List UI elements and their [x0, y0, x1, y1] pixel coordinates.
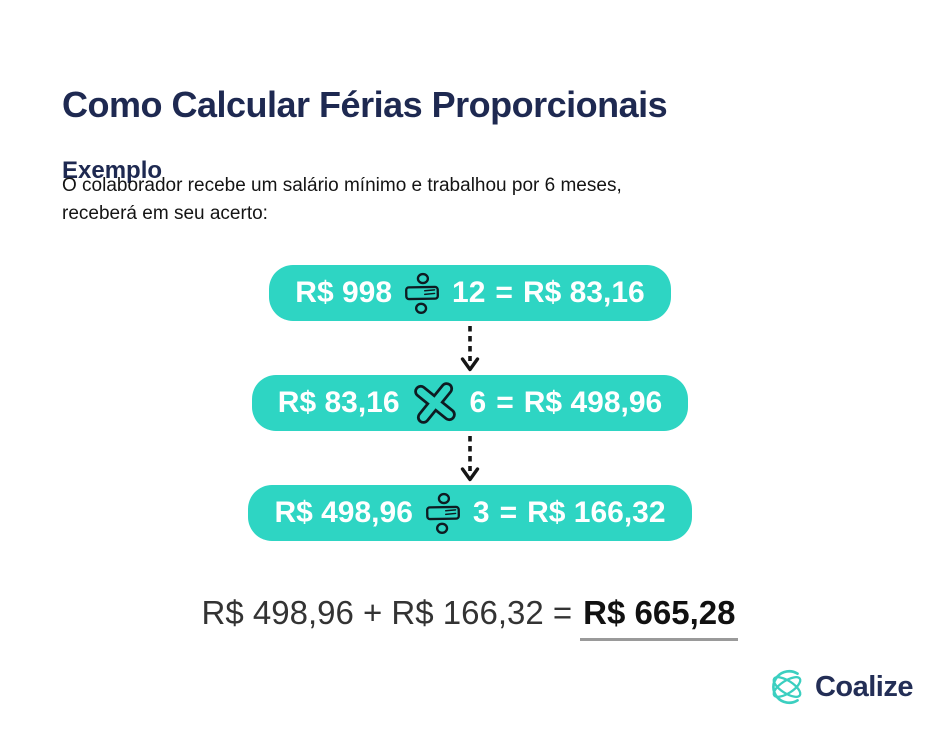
dashed-down-arrow-icon	[460, 436, 480, 482]
step1-lhs: R$ 998	[295, 276, 393, 309]
step2-result: R$ 498,96	[523, 386, 663, 419]
coalize-logo-icon	[766, 666, 808, 708]
divide-icon	[425, 489, 461, 537]
calc-step-3-pill: R$ 498,96 3 = R$ 166,32	[248, 485, 692, 541]
step3-result: R$ 166,32	[527, 496, 666, 529]
step3-lhs: R$ 498,96	[274, 496, 413, 529]
flow-connector-1	[459, 321, 481, 375]
calculation-flow: R$ 998 12 = R$ 83,16 R$ 83,16	[0, 265, 940, 541]
multiply-icon	[412, 380, 458, 426]
final-expression: R$ 498,96 + R$ 166,32 =	[201, 594, 573, 631]
divide-icon	[404, 269, 440, 317]
calc-step-2-pill: R$ 83,16 6 = R$ 498,96	[251, 375, 689, 431]
example-heading: Exemplo	[62, 156, 163, 184]
example-description-line1: O colaborador recebe um salário mínimo e…	[62, 175, 622, 196]
flow-connector-2	[459, 431, 481, 485]
step1-rhs: 12	[452, 276, 486, 309]
calc-step-1-pill: R$ 998 12 = R$ 83,16	[269, 265, 671, 321]
step2-rhs: 6	[469, 386, 487, 419]
final-result: R$ 665,28	[580, 594, 739, 641]
step3-equals-sign: =	[499, 496, 518, 529]
brand-name: Coalize	[814, 670, 914, 703]
step1-result: R$ 83,16	[522, 276, 645, 309]
example-description-line2: receberá em seu acerto:	[62, 203, 268, 224]
step2-equals-sign: =	[496, 386, 514, 419]
step3-rhs: 3	[472, 496, 490, 529]
dashed-down-arrow-icon	[460, 326, 480, 372]
page-title: Como Calcular Férias Proporcionais	[62, 84, 668, 126]
step2-lhs: R$ 83,16	[277, 386, 400, 419]
brand-logo: Coalize	[766, 666, 914, 708]
final-equation: R$ 498,96 + R$ 166,32 = R$ 665,28	[0, 594, 940, 641]
step1-equals-sign: =	[495, 276, 513, 309]
example-description: O colaborador recebe um salário mínimo e…	[62, 172, 622, 228]
